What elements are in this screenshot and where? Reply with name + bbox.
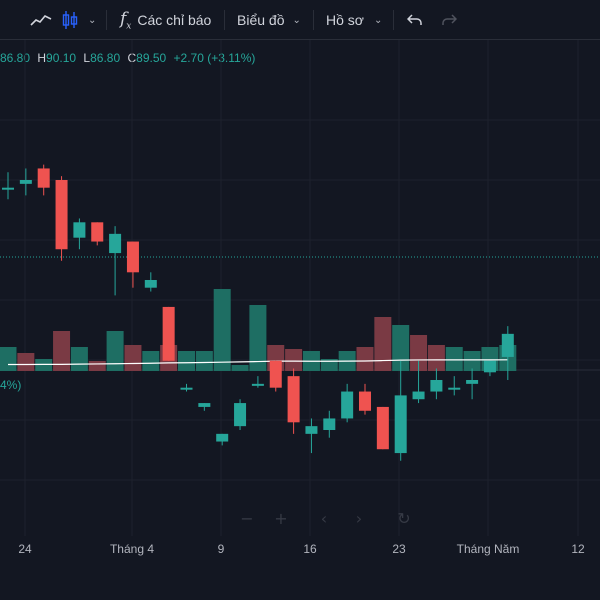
indicators-button[interactable]: fx Các chỉ báo <box>120 0 211 40</box>
top-toolbar: ⌄ fx Các chỉ báo Biểu đồ ⌄ Hồ sơ ⌄ <box>0 0 600 40</box>
candle-body <box>430 380 443 392</box>
candle-body <box>73 222 86 238</box>
chart-navigation-icon[interactable]: + <box>274 509 287 528</box>
volume-bar <box>427 345 445 371</box>
undo-icon <box>407 14 422 25</box>
candle-body <box>359 391 371 411</box>
volume-bar <box>0 347 17 371</box>
low-key: L <box>83 51 91 65</box>
candle-body <box>501 333 514 357</box>
candle-body <box>376 406 389 450</box>
candle-body <box>216 433 229 442</box>
candle-body <box>2 187 14 190</box>
candle-body <box>144 280 157 288</box>
volume-bar <box>213 289 231 371</box>
candle-body <box>287 376 300 423</box>
time-tick: Tháng Năm <box>456 542 520 556</box>
high-value: 90.10 <box>46 51 77 65</box>
toolbar-divider <box>224 10 225 30</box>
oscillator-label: 4%) <box>0 378 22 392</box>
candle-body <box>198 403 211 407</box>
indicators-label: Các chỉ báo <box>137 12 212 28</box>
change-value: +2.70 (+3.11%) <box>173 51 256 65</box>
function-icon: fx <box>120 8 132 32</box>
open-value: 86.80 <box>0 51 31 65</box>
chevron-down-icon: ⌄ <box>88 14 97 26</box>
volume-bar <box>70 347 88 371</box>
candle-body <box>466 380 479 384</box>
volume-bar <box>17 353 35 371</box>
candle-body <box>55 180 68 250</box>
volume-bar <box>285 349 303 371</box>
profile-menu-label: Hồ sơ <box>326 12 364 28</box>
chevron-down-icon: ⌄ <box>292 14 301 26</box>
time-tick: 16 <box>303 542 317 556</box>
chart-navigation-icon[interactable]: ‹ <box>321 509 327 528</box>
candle-body <box>412 391 425 400</box>
price-chart[interactable]: − + ‹ › ↻ <box>0 40 600 536</box>
toolbar-divider <box>393 10 394 30</box>
close-value: 89.50 <box>136 51 167 65</box>
chevron-down-icon: ⌄ <box>373 14 383 26</box>
low-value: 86.80 <box>90 51 121 65</box>
time-axis[interactable]: 24 Tháng 4 9 16 23 Tháng Năm 12 <box>0 536 600 560</box>
time-tick: 12 <box>571 542 585 556</box>
candlestick-icon <box>62 11 78 29</box>
profile-menu-button[interactable]: Hồ sơ ⌄ <box>326 0 382 40</box>
time-tick: 23 <box>392 542 406 556</box>
volume-bar <box>410 335 428 371</box>
candle-body <box>323 418 336 430</box>
candle-body <box>483 360 496 373</box>
line-chart-icon <box>30 15 52 26</box>
chart-navigation-icon[interactable]: › <box>356 509 362 528</box>
candle-body <box>305 426 318 434</box>
undo-button[interactable] <box>407 0 423 40</box>
volume-bar <box>445 347 463 371</box>
candle-body <box>109 233 122 254</box>
candle-body <box>234 403 247 427</box>
volume-bar <box>463 351 481 371</box>
candle-body <box>448 387 461 390</box>
volume-bar <box>88 361 106 371</box>
candle-body <box>126 241 139 273</box>
volume-bar <box>320 359 338 371</box>
volume-bar <box>374 317 392 371</box>
time-tick: 24 <box>18 542 32 556</box>
candle-body <box>341 391 354 419</box>
volume-bar <box>356 347 374 371</box>
volume-bar <box>178 351 195 371</box>
chart-menu-label: Biểu đồ <box>237 12 285 28</box>
time-tick: Tháng 4 <box>109 542 155 556</box>
line-chart-type-button[interactable] <box>30 0 52 40</box>
candle-body <box>251 383 264 386</box>
candle-body <box>162 306 175 361</box>
volume-bar <box>231 365 249 371</box>
candle-body <box>37 168 50 188</box>
redo-icon <box>442 14 457 25</box>
time-tick: 9 <box>217 542 225 556</box>
candle-body <box>394 395 407 454</box>
candle-body <box>91 222 104 242</box>
chart-navigation-icon[interactable]: − <box>240 509 253 528</box>
ohlc-legend: 86.80 H90.10 L86.80 C89.50 +2.70 (+3.11%… <box>0 51 255 65</box>
volume-bar <box>53 331 71 371</box>
volume-bar <box>195 351 213 371</box>
volume-bar <box>249 305 267 371</box>
chart-menu-button[interactable]: Biểu đồ ⌄ <box>237 0 301 40</box>
volume-bar <box>106 331 124 371</box>
toolbar-divider <box>313 10 314 30</box>
volume-ma-line <box>8 359 508 366</box>
candle-body <box>269 360 282 388</box>
candlestick-chart-type-button[interactable] <box>62 0 78 40</box>
high-key: H <box>37 51 47 65</box>
volume-bar <box>142 351 160 371</box>
chart-type-dropdown[interactable]: ⌄ <box>88 0 96 40</box>
candle-body <box>180 387 193 390</box>
volume-bar <box>124 345 142 371</box>
redo-button[interactable] <box>441 0 457 40</box>
toolbar-divider <box>106 10 107 30</box>
chart-navigation-icon[interactable]: ↻ <box>397 509 410 528</box>
candle-body <box>19 180 32 184</box>
